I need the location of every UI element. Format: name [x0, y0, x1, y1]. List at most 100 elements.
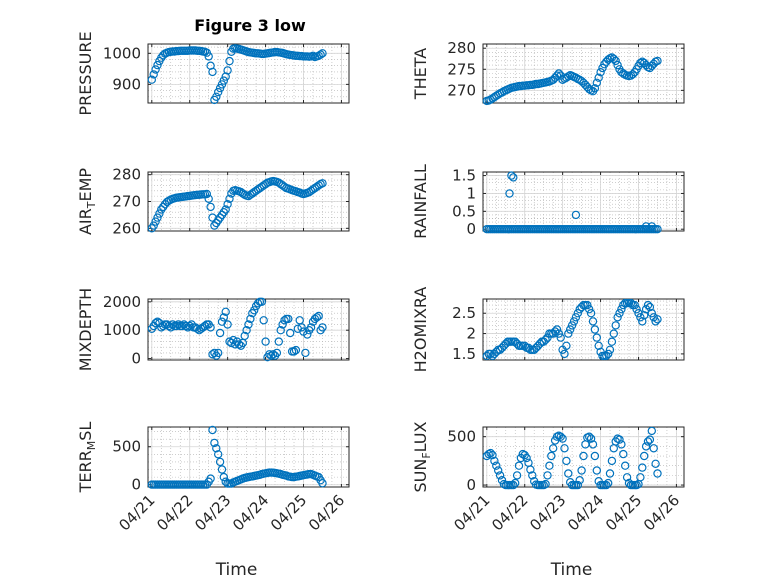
y-axis-label: MIXDEPTH	[76, 288, 95, 371]
y-axis-label: H2OMIXRA	[411, 287, 430, 373]
x-tick-label: 04/24	[564, 491, 607, 534]
data-point	[581, 440, 590, 449]
data-point	[586, 309, 596, 318]
data-point	[611, 56, 620, 66]
data-point	[617, 305, 626, 314]
data-point	[594, 73, 603, 82]
data-point	[611, 321, 620, 330]
data-point	[641, 442, 651, 451]
y-axis-label: TERRMSL	[76, 422, 98, 494]
data-point	[253, 299, 263, 308]
data-point	[314, 311, 323, 321]
data-point	[291, 345, 301, 355]
data-point	[219, 472, 228, 482]
data-point	[634, 309, 643, 318]
data-point	[524, 458, 533, 467]
data-point	[306, 323, 316, 332]
data-point	[206, 323, 215, 332]
data-point	[486, 349, 495, 359]
data-point	[505, 189, 514, 198]
data-point	[615, 309, 624, 318]
data-point	[592, 333, 602, 342]
data-point	[566, 325, 575, 334]
data-point	[219, 76, 228, 85]
data-point	[567, 321, 577, 330]
data-point	[488, 450, 497, 460]
data-point	[558, 434, 567, 443]
data-point	[210, 438, 219, 448]
data-point	[604, 478, 613, 488]
x-tick-label: 04/26	[640, 491, 683, 534]
data-point	[556, 333, 565, 342]
data-point	[571, 313, 581, 322]
data-point	[512, 471, 522, 480]
data-point	[149, 70, 158, 79]
subplot-mixdepth: 0 1000 2000 MIXDEPTH	[76, 288, 350, 371]
y-axis-label-main: TERR	[76, 450, 95, 493]
data-point	[583, 300, 592, 310]
data-point	[225, 194, 234, 203]
data-point	[316, 50, 325, 59]
data-point	[204, 52, 213, 61]
y-axis-label-main: H2OMIXRA	[411, 287, 430, 373]
data-point	[615, 435, 624, 444]
data-point	[208, 425, 217, 435]
data-point	[543, 471, 552, 480]
data-point	[202, 189, 211, 199]
y-axis-label-rest: LUX	[411, 421, 430, 452]
data-point	[643, 437, 653, 446]
data-point	[613, 60, 622, 70]
data-point	[151, 217, 160, 226]
data-point	[213, 348, 223, 358]
data-point	[297, 323, 306, 332]
data-point	[609, 54, 619, 64]
data-point	[586, 434, 596, 443]
y-axis-label-subscript: M	[85, 441, 98, 451]
data-point	[522, 453, 531, 463]
data-point	[564, 72, 573, 81]
data-point	[217, 465, 227, 474]
y-tick-label: 1.5	[452, 167, 476, 185]
y-tick-label: 0	[131, 350, 141, 368]
data-point	[573, 480, 583, 490]
y-tick-label: 280	[112, 166, 141, 184]
data-point	[640, 311, 649, 320]
data-point	[552, 71, 562, 80]
data-point	[636, 473, 645, 482]
data-point	[554, 329, 564, 338]
data-point	[244, 320, 253, 329]
data-point	[149, 221, 158, 230]
data-point	[602, 351, 611, 361]
data-point	[212, 92, 221, 102]
data-point	[511, 478, 520, 488]
y-tick-label: 270	[447, 81, 476, 99]
data-point	[638, 463, 647, 472]
data-point	[509, 480, 518, 490]
data-point	[556, 432, 565, 441]
data-point	[303, 330, 312, 339]
data-point	[269, 350, 278, 359]
y-tick-label: 900	[112, 75, 141, 93]
data-point	[514, 461, 524, 470]
data-point	[621, 461, 630, 470]
data-point	[541, 335, 550, 344]
y-tick-label: 0	[466, 476, 476, 494]
x-tick-label: 04/21	[450, 491, 493, 534]
data-point	[492, 461, 501, 470]
y-tick-label: 0	[131, 476, 141, 494]
subplot-rainfall: 00.511.5 RAINFALL	[411, 164, 685, 239]
subplot-air-temp: 260 270 280 AIRTEMP	[76, 166, 350, 237]
axes-box	[482, 298, 685, 361]
data-point	[643, 300, 653, 310]
data-point	[318, 323, 327, 332]
data-point	[649, 444, 658, 453]
data-point	[509, 173, 518, 182]
data-point	[272, 348, 282, 358]
data-point	[592, 466, 602, 475]
y-axis-label-main: AIR	[76, 208, 95, 235]
data-point	[215, 457, 225, 467]
data-point	[588, 440, 598, 449]
data-point	[590, 84, 600, 93]
data-point	[651, 459, 660, 468]
data-point	[588, 317, 598, 326]
